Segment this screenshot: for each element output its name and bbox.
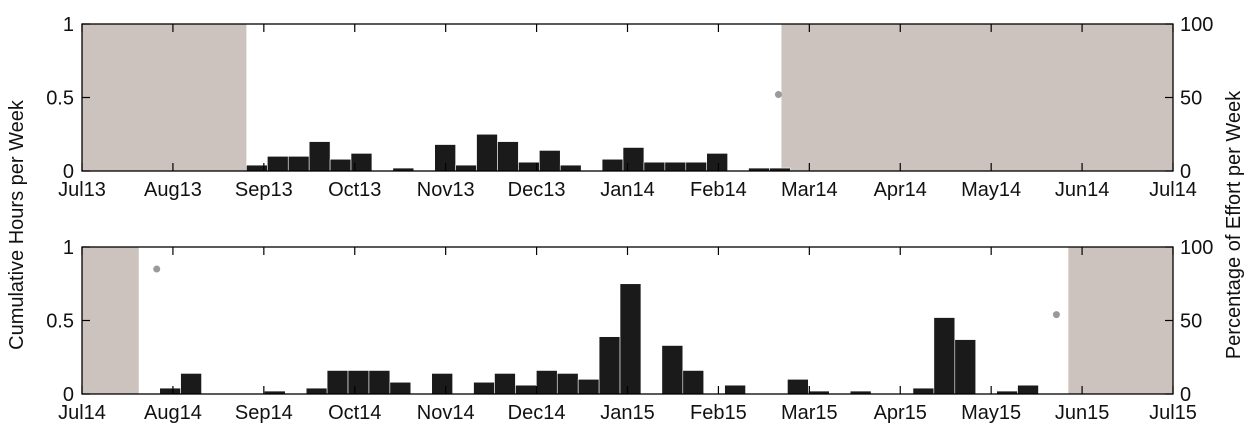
panel-1: Jul13 Aug13 Sep13 Oct13 Nov13 Dec13 Jan14 Feb14… [46, 14, 1213, 201]
panel-1-x-tick-label-4: Oct13 [328, 179, 381, 201]
panel-1-shaded-region-2 [781, 24, 1173, 171]
panel-2-bar-18 [661, 345, 684, 395]
panel-2-bar-15 [577, 378, 600, 395]
panel-1-y-tick-label-left-3: 1 [63, 14, 74, 36]
panel-1-bar-15 [601, 158, 624, 172]
panel-1-bar-2 [267, 156, 289, 172]
panel-1-bar-16 [622, 147, 645, 172]
panel-2-x-tick-label-2: Aug14 [144, 402, 202, 424]
panel-2-y-tick-label-right-2: 50 [1180, 311, 1202, 333]
panel-1-bar-5 [329, 158, 352, 172]
panel-2-shaded-region-1 [82, 247, 139, 394]
panel-1-bar-14 [559, 164, 582, 172]
panel-1-y-tick-label-right-3: 100 [1180, 14, 1213, 36]
panel-2-bar-19 [682, 370, 705, 395]
panel-2-bar-1 [159, 387, 181, 395]
panel-2-bar-16 [598, 336, 621, 395]
panel-2-x-tick-label-8: Feb15 [690, 402, 747, 424]
panel-2-y-tick-label-left-3: 1 [63, 237, 74, 259]
panel-2-bar-8 [389, 381, 412, 395]
panel-2-bar-2 [180, 373, 202, 395]
panel-1-y-tick-label-right-1: 0 [1180, 161, 1191, 183]
y-axis-left-label: Cumulative Hours per Week [6, 99, 28, 350]
panel-2-bar-12 [515, 384, 537, 395]
panel-1-x-tick-label-9: Mar14 [781, 179, 838, 201]
panel-1-y-tick-label-left-1: 0 [63, 161, 74, 183]
panel-2-bar-9 [431, 373, 453, 395]
panel-2-y-tick-label-left-2: 0.5 [46, 311, 74, 333]
panel-2-x-tick-label-12: Jun15 [1055, 402, 1110, 424]
panel-2-x-tick-label-4: Oct14 [328, 402, 381, 424]
panel-2-bar-13 [536, 370, 558, 395]
panel-2-x-tick-label-7: Jan15 [600, 402, 655, 424]
panel-2-bar-6 [347, 370, 370, 395]
panel-2-bar-24 [912, 387, 935, 395]
panel-2-bar-7 [368, 370, 391, 395]
panel-2-y-tick-label-left-1: 0 [63, 384, 74, 406]
panel-2-bar-5 [326, 370, 349, 395]
panel-1-x-tick-label-11: May14 [961, 179, 1021, 201]
panel-1-effort-point-1 [774, 91, 782, 99]
panel-1-x-tick-label-13: Jul14 [1149, 179, 1197, 201]
panel-1-bar-19 [685, 161, 708, 172]
panel-2-shaded-region-2 [1068, 247, 1173, 394]
panel-2-y-tick-label-right-3: 100 [1180, 237, 1213, 259]
panel-1-x-tick-label-7: Jan14 [600, 179, 655, 201]
panel-1-x-tick-label-5: Nov13 [417, 179, 475, 201]
panel-2-bar-20 [724, 384, 746, 395]
panel-1-bar-10 [476, 133, 498, 172]
panel-1-bar-20 [706, 153, 728, 172]
panel-2-y-tick-label-right-1: 0 [1180, 384, 1191, 406]
y-axis-right-label: Percentage of Effort per Week [1223, 90, 1245, 359]
panel-2-bar-10 [473, 381, 495, 395]
panel-2-x-tick-label-9: Mar15 [781, 402, 838, 424]
panel-1-bar-4 [308, 141, 331, 172]
panel-1-x-tick-label-12: Jun14 [1055, 179, 1110, 201]
panel-1-x-tick-label-3: Sep13 [235, 179, 293, 201]
panel-2-x-tick-label-1: Jul14 [58, 402, 106, 424]
panel-2-bar-26 [954, 339, 977, 395]
panel-2: Jul14 Aug14 Sep14 Oct14 Nov14 Dec14 Jan15 Feb15… [46, 237, 1213, 424]
panel-1-bar-13 [539, 150, 561, 172]
panel-1-bar-17 [643, 161, 666, 172]
panel-2-x-tick-label-3: Sep14 [235, 402, 293, 424]
panel-2-bar-28 [1017, 384, 1039, 395]
panel-1-x-tick-label-1: Jul13 [58, 179, 106, 201]
panel-2-effort-point-1 [153, 265, 161, 273]
panel-2-bar-14 [556, 373, 579, 395]
panel-1-bar-18 [664, 161, 687, 172]
panel-2-x-tick-label-6: Dec14 [508, 402, 566, 424]
panel-2-x-tick-label-10: Apr15 [874, 402, 927, 424]
panel-1-x-tick-label-8: Feb14 [690, 179, 747, 201]
panel-2-bar-4 [305, 387, 328, 395]
panel-2-bar-11 [494, 373, 516, 395]
panel-2-bar-17 [619, 283, 642, 395]
panel-2-effort-point-2 [1052, 311, 1060, 319]
panel-2-bar-21 [787, 378, 809, 395]
panel-1-shaded-region-1 [82, 24, 247, 171]
panel-2-x-tick-label-13: Jul15 [1149, 402, 1197, 424]
panel-2-bar-25 [933, 317, 956, 395]
panel-2-x-tick-label-11: May15 [961, 402, 1021, 424]
panel-2-x-tick-label-5: Nov14 [417, 402, 475, 424]
panel-1-bar-9 [455, 164, 477, 172]
panel-1-bar-11 [497, 141, 519, 172]
panel-1-x-tick-label-6: Dec13 [508, 179, 566, 201]
panel-1-y-tick-label-left-2: 0.5 [46, 88, 74, 110]
panel-1-x-tick-label-2: Aug13 [144, 179, 202, 201]
panel-1-y-tick-label-right-2: 50 [1180, 88, 1202, 110]
panel-1-x-tick-label-10: Apr14 [874, 179, 927, 201]
panel-1-bar-3 [287, 156, 310, 172]
